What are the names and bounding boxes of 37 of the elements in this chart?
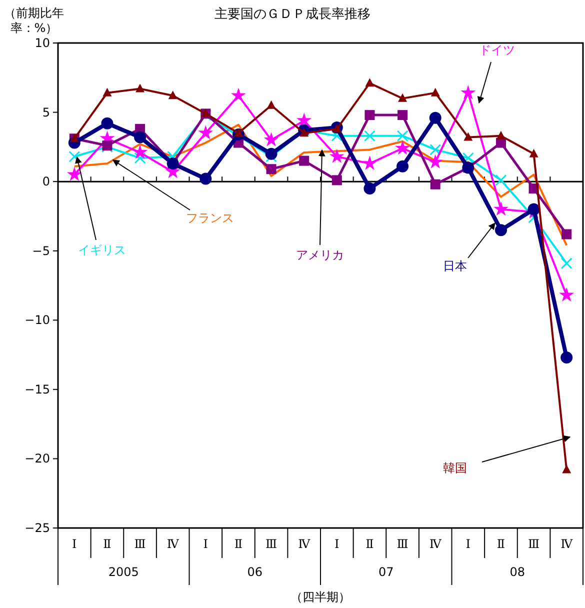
y-tick-label: −5 (32, 244, 50, 258)
x-tick-label: Ⅲ (134, 537, 146, 551)
text: 06 (247, 565, 263, 579)
x-tick-label: Ⅰ (203, 537, 208, 551)
y-tick-label: 5 (42, 105, 50, 120)
x-tick-label: Ⅰ (72, 537, 78, 551)
text: 日本 (443, 259, 467, 273)
x-axis-title: （四半期） (290, 590, 350, 604)
text: ドイツ (479, 43, 515, 57)
x-tick-label: Ⅳ (560, 537, 574, 551)
text: アメリカ (296, 248, 344, 262)
y-tick-label: −10 (24, 313, 50, 328)
y-tick-label: −20 (24, 452, 50, 466)
y-axis-title: （前期比年率：%） (4, 6, 64, 35)
x-tick-label: Ⅰ (466, 537, 471, 551)
text: フランス (186, 211, 234, 225)
text: 08 (510, 565, 526, 579)
text: イギリス (78, 243, 126, 257)
x-tick-label: Ⅱ (234, 537, 243, 551)
text: 韓国 (443, 461, 467, 475)
x-tick-label: Ⅰ (334, 537, 340, 551)
x-tick-label: Ⅲ (396, 537, 408, 551)
x-tick-label: Ⅱ (496, 537, 506, 551)
y-tick-label: 0 (42, 174, 50, 189)
text: 07 (378, 565, 394, 579)
x-tick-label: Ⅳ (298, 537, 312, 551)
x-tick-label: Ⅳ (166, 537, 180, 551)
x-tick-label: Ⅳ (429, 537, 442, 551)
y-tick-label: −15 (24, 382, 50, 396)
x-tick-label: Ⅲ (528, 537, 540, 551)
x-tick-label: Ⅱ (103, 537, 112, 551)
text: 2005 (108, 565, 139, 579)
x-tick-label: Ⅱ (366, 537, 374, 551)
y-tick-label: 10 (34, 36, 50, 50)
y-tick-label: −25 (24, 521, 50, 535)
x-tick-label: Ⅲ (265, 537, 278, 551)
chart-title: 主要国のＧＤＰ成長率推移 (214, 6, 370, 22)
